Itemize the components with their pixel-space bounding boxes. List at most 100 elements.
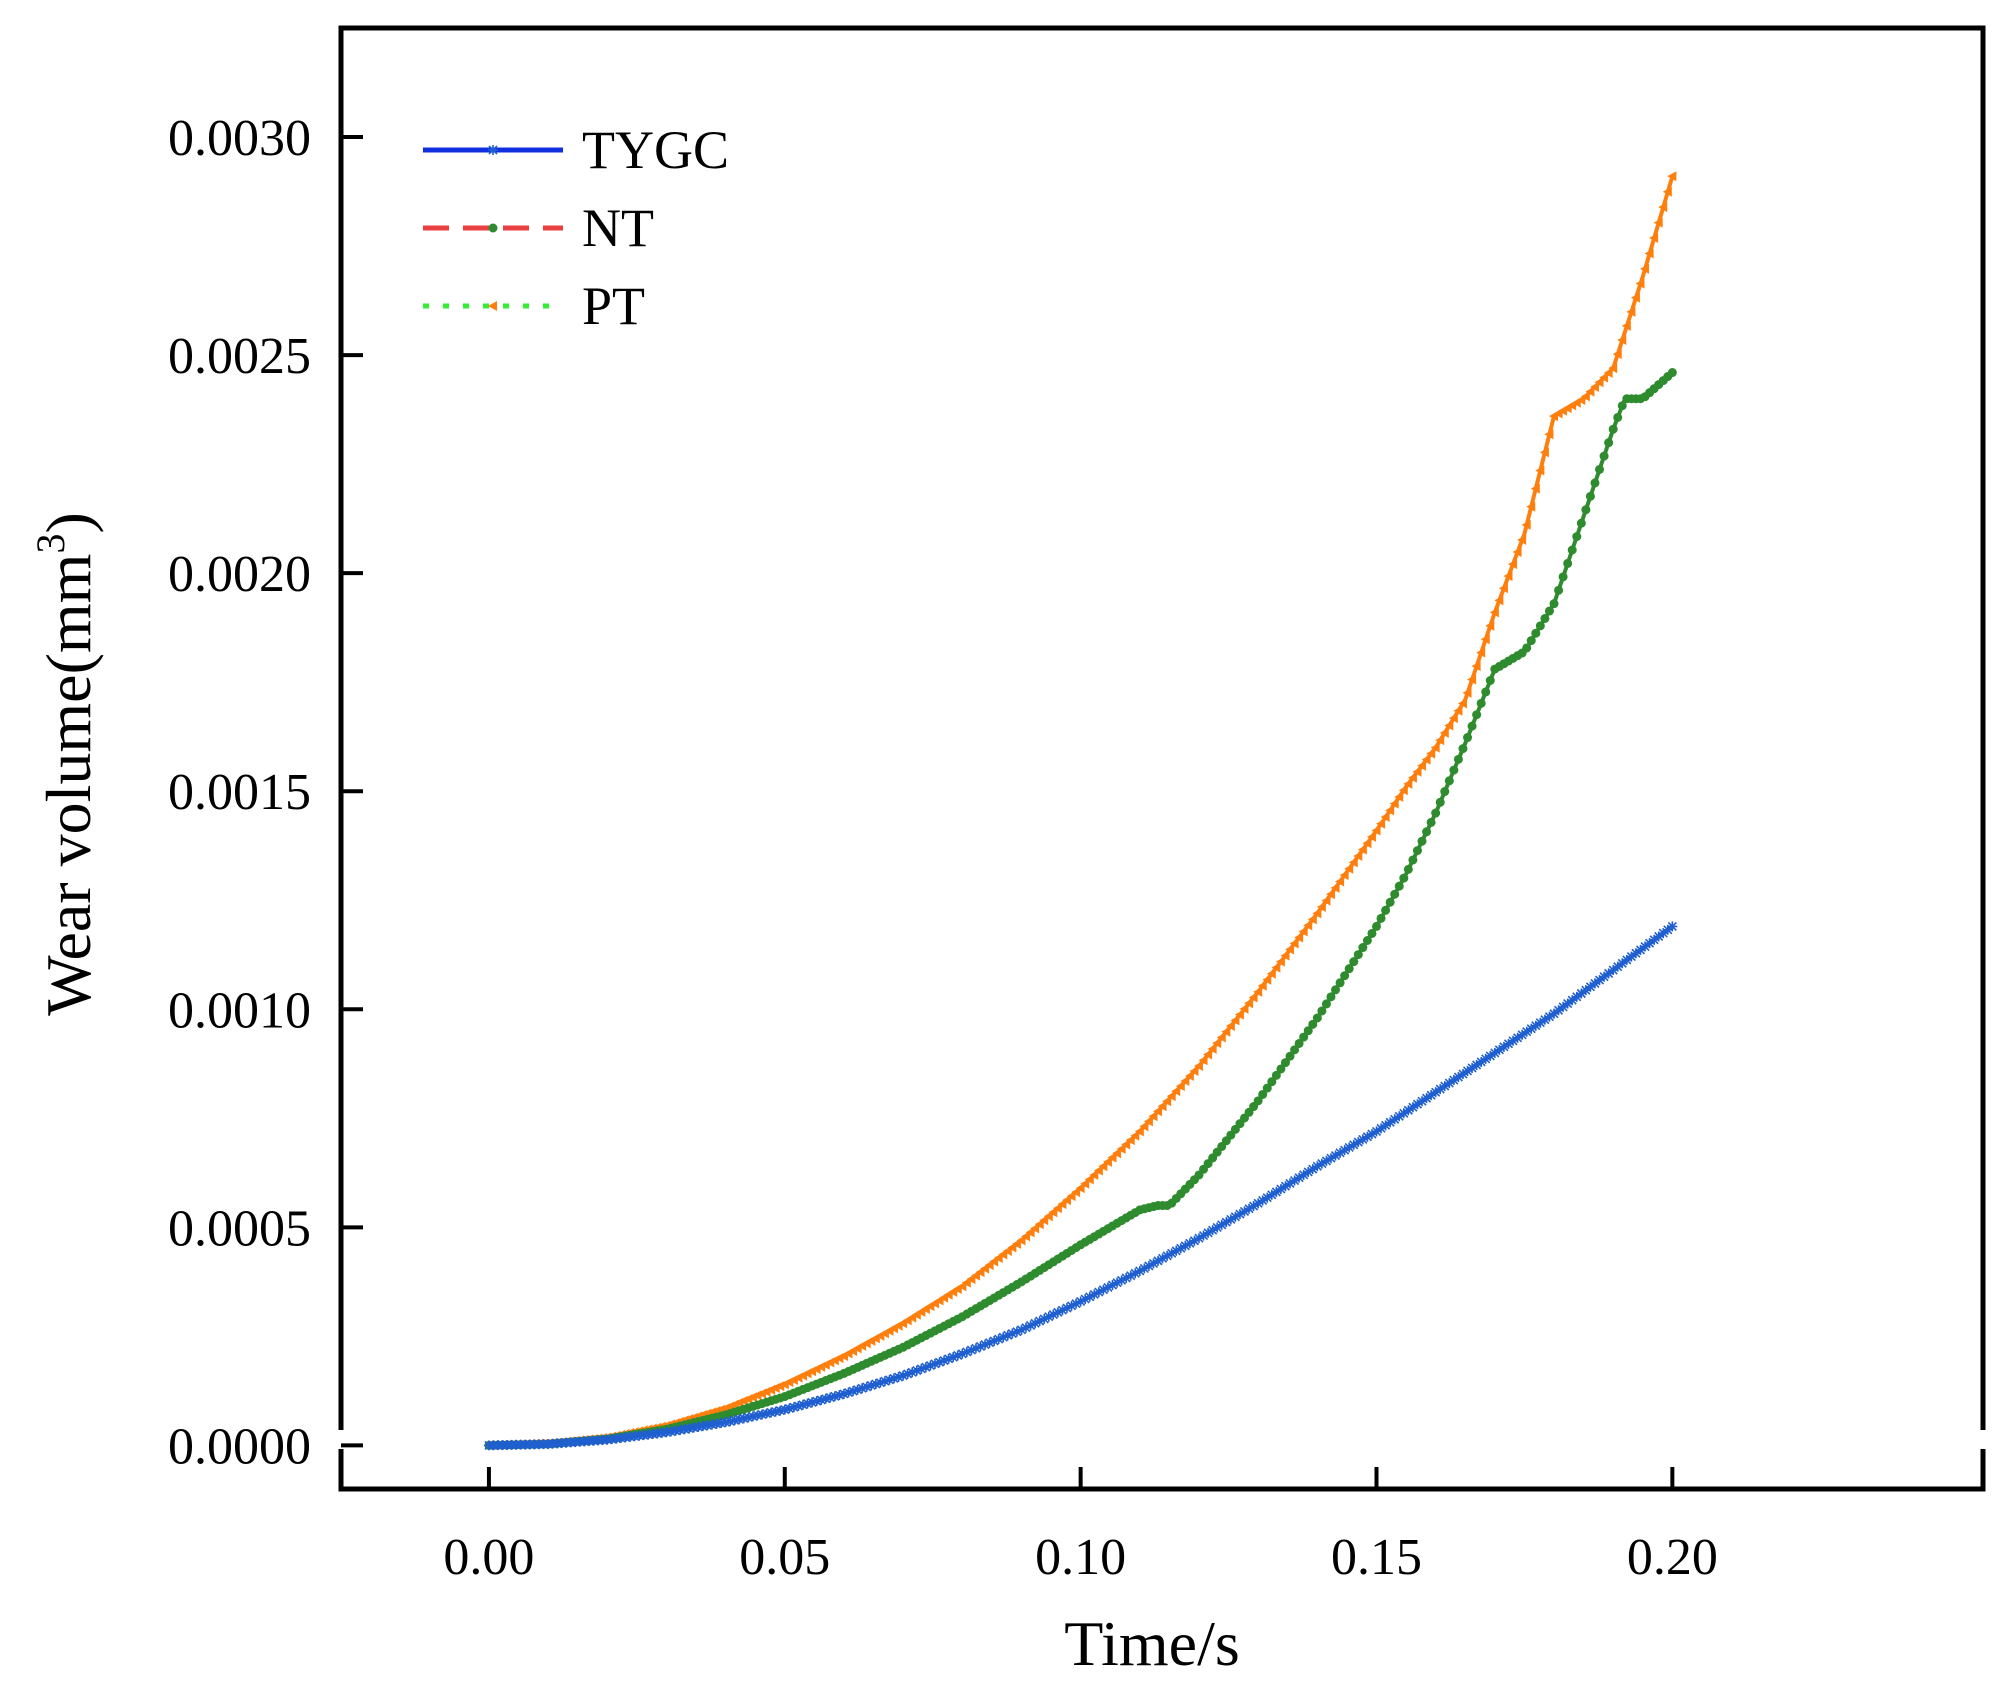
point-TYGC <box>752 1410 763 1421</box>
point-PT <box>1166 1091 1176 1102</box>
point-NT <box>1294 1038 1304 1048</box>
y-tick-label: 0.0015 <box>168 764 311 821</box>
point-PT <box>1234 1009 1244 1020</box>
point-PT <box>1544 429 1554 440</box>
point-TYGC <box>1257 1195 1268 1206</box>
point-NT <box>1358 943 1368 953</box>
point-TYGC <box>825 1392 836 1403</box>
point-PT <box>1640 263 1650 274</box>
point-TYGC <box>729 1415 740 1426</box>
point-TYGC <box>848 1386 859 1397</box>
point-PT <box>1221 1026 1231 1037</box>
point-TYGC <box>1034 1316 1045 1327</box>
point-NT <box>1449 765 1459 775</box>
point-TYGC <box>907 1367 918 1378</box>
point-PT <box>1057 1199 1067 1210</box>
point-TYGC <box>747 1411 758 1422</box>
point-NT <box>1522 643 1532 653</box>
point-PT <box>1467 674 1477 685</box>
point-TYGC <box>1612 961 1623 972</box>
point-NT <box>1326 992 1336 1002</box>
point-TYGC <box>966 1345 977 1356</box>
point-TYGC <box>1567 995 1578 1006</box>
point-TYGC <box>1617 958 1628 969</box>
point-TYGC <box>1385 1117 1396 1128</box>
point-PT <box>1089 1169 1099 1180</box>
point-TYGC <box>1080 1294 1091 1305</box>
point-TYGC <box>870 1379 881 1390</box>
point-PT <box>1262 974 1272 985</box>
point-TYGC <box>1421 1093 1432 1104</box>
point-PT <box>1471 661 1481 672</box>
point-TYGC <box>1380 1120 1391 1131</box>
point-PT <box>1485 620 1495 631</box>
plot-frame-lower <box>338 1449 1986 1492</box>
point-TYGC <box>1448 1075 1459 1086</box>
point-NT <box>1485 676 1495 686</box>
point-PT <box>1344 863 1354 874</box>
point-TYGC <box>1640 941 1651 952</box>
point-TYGC <box>1084 1291 1095 1302</box>
point-PT <box>1248 992 1258 1003</box>
point-TYGC <box>1230 1211 1241 1222</box>
point-PT <box>1476 647 1486 658</box>
point-TYGC <box>1366 1129 1377 1140</box>
point-TYGC <box>1171 1245 1182 1256</box>
point-PT <box>1371 825 1381 836</box>
point-TYGC <box>1430 1087 1441 1098</box>
point-PT <box>1530 483 1540 494</box>
point-PT <box>1084 1174 1094 1185</box>
point-TYGC <box>1389 1114 1400 1125</box>
point-PT <box>1175 1081 1185 1092</box>
point-TYGC <box>1576 988 1587 999</box>
point-PT <box>1066 1191 1076 1202</box>
point-NT <box>1403 864 1413 874</box>
point-NT <box>1563 558 1573 568</box>
point-TYGC <box>1025 1320 1036 1331</box>
point-NT <box>1394 881 1404 891</box>
point-TYGC <box>1539 1014 1550 1025</box>
point-TYGC <box>889 1373 900 1384</box>
point-TYGC <box>1435 1084 1446 1095</box>
point-NT <box>1599 451 1609 461</box>
x-tick-label: 0.10 <box>1035 1529 1126 1586</box>
point-TYGC <box>1585 981 1596 992</box>
point-PT <box>1362 838 1372 849</box>
point-TYGC <box>1134 1265 1145 1276</box>
point-PT <box>1389 798 1399 809</box>
point-TYGC <box>811 1396 822 1407</box>
point-PT <box>1071 1187 1081 1198</box>
point-TYGC <box>1239 1206 1250 1217</box>
point-TYGC <box>1508 1035 1519 1046</box>
point-TYGC <box>957 1348 968 1359</box>
point-TYGC <box>1175 1243 1186 1254</box>
point-PT <box>1630 292 1640 303</box>
point-TYGC <box>1102 1282 1113 1293</box>
point-TYGC <box>1030 1318 1041 1329</box>
y-axis-title-close: ) <box>33 512 104 533</box>
point-TYGC <box>1325 1153 1336 1164</box>
point-TYGC <box>1048 1309 1059 1320</box>
point-PT <box>1275 956 1285 967</box>
plot-frame-upper <box>338 25 1986 1430</box>
point-TYGC <box>902 1368 913 1379</box>
point-PT <box>1080 1178 1090 1189</box>
point-PT <box>1385 805 1395 816</box>
point-PT <box>1617 334 1627 345</box>
point-PT <box>1335 876 1345 887</box>
point-PT <box>1193 1060 1203 1071</box>
point-TYGC <box>1467 1062 1478 1073</box>
point-PT <box>1098 1161 1108 1172</box>
point-TYGC <box>1043 1311 1054 1322</box>
legend-label-PT: PT <box>582 276 645 336</box>
point-PT <box>1412 766 1422 777</box>
point-TYGC <box>998 1332 1009 1343</box>
legend: TYGC NT PT <box>423 120 729 336</box>
point-TYGC <box>770 1406 781 1417</box>
point-TYGC <box>1139 1263 1150 1274</box>
point-TYGC <box>1330 1150 1341 1161</box>
point-NT <box>1426 817 1436 827</box>
point-PT <box>1321 895 1331 906</box>
legend-marker-NT <box>488 223 498 233</box>
point-PT <box>1417 760 1427 771</box>
